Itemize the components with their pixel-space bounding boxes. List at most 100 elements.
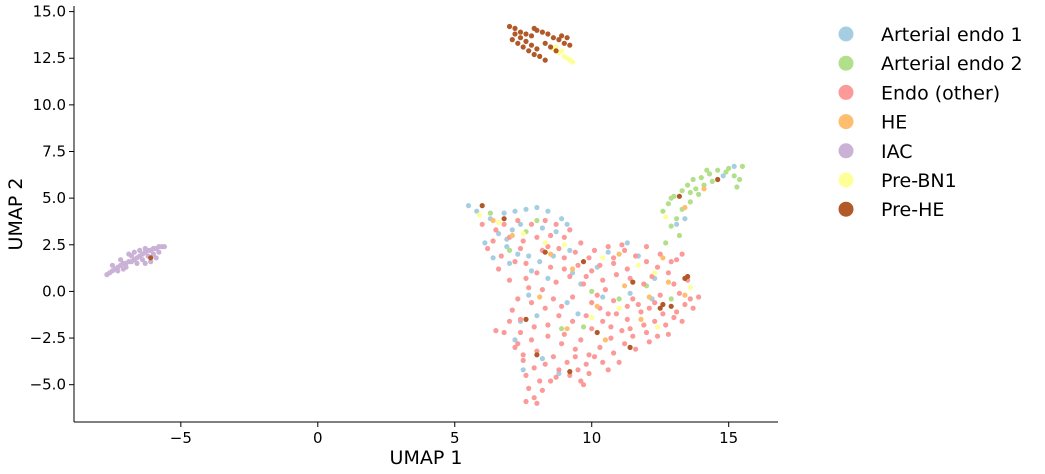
scatter-point: [597, 262, 603, 268]
scatter-point: [539, 356, 546, 362]
scatter-point: [671, 314, 677, 321]
scatter-point: [548, 232, 554, 239]
scatter-point: [528, 42, 535, 48]
scatter-point: [545, 322, 551, 328]
scatter-point: [520, 238, 526, 244]
scatter-point: [594, 292, 600, 298]
scatter-point: [512, 344, 518, 350]
scatter-point: [572, 346, 578, 352]
legend-item: Arterial endo 1: [838, 24, 1023, 46]
scatter-point: [501, 221, 507, 227]
scatter-point: [501, 216, 507, 222]
scatter-point: [654, 333, 661, 339]
scatter-point: [531, 365, 537, 371]
scatter-point: [605, 311, 611, 317]
scatter-point: [531, 51, 537, 58]
legend-label: HE: [881, 112, 907, 134]
scatter-point: [583, 361, 589, 367]
scatter-point: [509, 37, 515, 43]
scatter-point: [663, 240, 669, 246]
scatter-point: [517, 35, 524, 41]
scatter-point: [523, 275, 529, 281]
scatter-point: [679, 318, 685, 324]
scatter-point: [515, 341, 521, 347]
scatter-point: [548, 264, 554, 270]
scatter-point: [586, 255, 592, 261]
scatter-point: [490, 238, 496, 244]
scatter-point: [523, 260, 529, 266]
scatter-point: [687, 285, 693, 291]
scatter-point: [674, 309, 680, 315]
scatter-point: [465, 203, 472, 209]
scatter-point: [696, 191, 702, 197]
scatter-point: [474, 208, 480, 214]
scatter-point: [520, 352, 526, 358]
scatter-point: [570, 270, 576, 276]
scatter-point: [682, 216, 688, 222]
scatter-point: [553, 279, 559, 285]
scatter-point: [685, 182, 691, 188]
scatter-point: [715, 167, 721, 173]
scatter-point: [153, 255, 159, 261]
scatter-point: [482, 240, 488, 246]
scatter-point: [687, 189, 693, 196]
scatter-point: [660, 301, 666, 308]
y-tick-label: 15.0: [33, 3, 66, 21]
legend-item: Arterial endo 2: [838, 53, 1023, 75]
scatter-point: [580, 259, 587, 265]
scatter-point: [600, 359, 606, 365]
scatter-point: [523, 206, 529, 212]
scatter-point: [674, 221, 680, 227]
scatter-point: [706, 171, 713, 177]
series-2: [479, 217, 702, 406]
legend-label: IAC: [881, 141, 913, 163]
scatter-point: [698, 175, 704, 181]
scatter-point: [479, 203, 485, 209]
scatter-point: [619, 242, 625, 248]
scatter-point: [539, 287, 546, 293]
scatter-point: [643, 329, 650, 336]
scatter-point: [570, 318, 576, 324]
scatter-point: [517, 29, 524, 35]
legend-marker: [838, 114, 854, 130]
scatter-point: [512, 208, 518, 214]
legend-item: IAC: [838, 141, 913, 163]
scatter-point: [704, 167, 710, 173]
scatter-point: [550, 354, 557, 360]
scatter-point: [646, 339, 652, 345]
scatter-point: [605, 367, 611, 373]
scatter-point: [537, 53, 543, 60]
scatter-point: [559, 303, 565, 309]
scatter-point: [652, 270, 658, 276]
scatter-point: [567, 247, 573, 253]
legend-marker: [838, 201, 854, 217]
scatter-point: [531, 25, 537, 31]
scatter-point: [115, 268, 121, 274]
scatter-point: [665, 201, 672, 207]
scatter-point: [638, 316, 644, 322]
scatter-point: [589, 326, 595, 332]
scatter-point: [635, 301, 641, 308]
scatter-point: [526, 385, 532, 391]
scatter-point: [600, 277, 606, 283]
scatter-point: [693, 186, 699, 192]
scatter-point: [679, 188, 685, 194]
scatter-point: [534, 270, 540, 276]
scatter-point: [561, 242, 567, 248]
legend-item: Pre-BN1: [838, 170, 957, 192]
y-tick-label: 7.5: [42, 143, 66, 161]
legend-label: Endo (other): [881, 82, 1000, 104]
scatter-point: [559, 216, 565, 222]
scatter-point: [526, 292, 532, 298]
scatter-point: [643, 259, 650, 265]
x-axis-label: UMAP 1: [390, 447, 463, 469]
scatter-point: [611, 260, 617, 266]
scatter-point: [676, 290, 683, 296]
scatter-point: [561, 266, 567, 272]
scatter-point: [534, 352, 540, 358]
series-4: [104, 244, 167, 278]
scatter-point: [556, 367, 562, 373]
scatter-point: [589, 268, 595, 274]
scatter-point: [726, 165, 732, 171]
scatter-point: [506, 260, 513, 266]
